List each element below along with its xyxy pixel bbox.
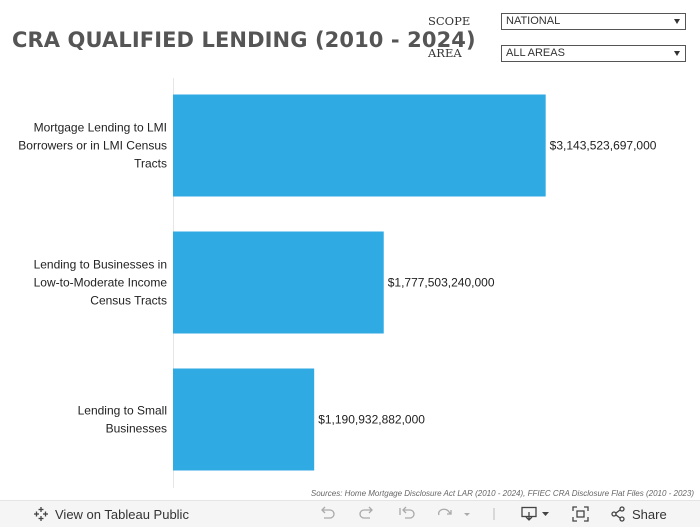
category-label: Lending to Businesses in — [34, 258, 167, 272]
area-dropdown[interactable]: ALL AREAS — [501, 45, 686, 62]
bar-value-label: $1,777,503,240,000 — [388, 276, 495, 290]
scope-filter-label: SCOPE — [428, 14, 471, 28]
area-filter-label: AREA — [428, 46, 462, 60]
bar-chart: $3,143,523,697,000 Mortgage Lending to LM… — [18, 78, 657, 488]
category-label: Census Tracts — [90, 294, 167, 308]
undo-icon[interactable] — [318, 506, 336, 522]
fullscreen-icon[interactable] — [572, 506, 589, 522]
share-icon — [611, 506, 625, 522]
bar-value-label: $3,143,523,697,000 — [550, 139, 657, 153]
bar-2[interactable] — [173, 231, 384, 334]
bar-1[interactable] — [173, 94, 546, 197]
category-label: Lending to Small — [78, 404, 167, 418]
bar-3[interactable] — [173, 368, 315, 471]
category-label: Mortgage Lending to LMI — [34, 121, 167, 135]
share-button[interactable]: Share — [610, 506, 667, 522]
source-note: Sources: Home Mortgage Disclosure Act LA… — [310, 489, 694, 498]
view-on-tableau-label: View on Tableau Public — [55, 506, 189, 522]
category-label: Low-to-Moderate Income — [34, 276, 168, 290]
chevron-down-icon — [674, 51, 680, 56]
revert-icon[interactable] — [398, 506, 416, 522]
redo-icon[interactable] — [358, 506, 376, 522]
toolbar-divider — [493, 508, 495, 520]
chevron-down-icon — [674, 19, 680, 24]
chart-title: CRA QUALIFIED LENDING (2010 - 2024) — [12, 28, 476, 52]
download-icon[interactable] — [521, 506, 551, 522]
scope-dropdown[interactable]: NATIONAL — [501, 13, 686, 30]
scope-dropdown-value: NATIONAL — [506, 15, 561, 27]
category-label: Borrowers or in LMI Census — [18, 139, 167, 153]
view-on-tableau-link[interactable]: View on Tableau Public — [33, 506, 189, 522]
share-label: Share — [632, 506, 667, 522]
tableau-toolbar: View on Tableau Public Share — [0, 500, 700, 527]
area-dropdown-value: ALL AREAS — [506, 47, 565, 59]
category-label: Businesses — [106, 422, 167, 436]
tableau-logo-icon — [34, 507, 48, 521]
refresh-icon[interactable] — [436, 506, 472, 522]
category-label: Tracts — [134, 157, 167, 171]
bar-value-label: $1,190,932,882,000 — [318, 413, 425, 427]
